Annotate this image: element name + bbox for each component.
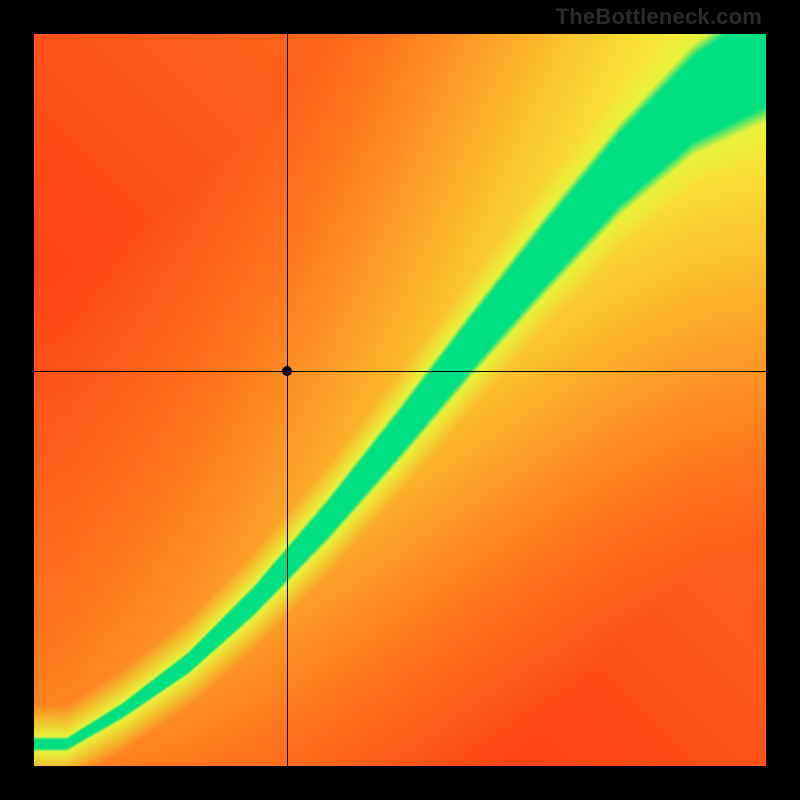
heatmap-canvas [34,34,766,766]
watermark-text: TheBottleneck.com [556,4,762,30]
heatmap-plot [34,34,766,766]
crosshair-dot [282,366,292,376]
crosshair-horizontal [34,371,766,372]
crosshair-vertical [287,34,288,766]
